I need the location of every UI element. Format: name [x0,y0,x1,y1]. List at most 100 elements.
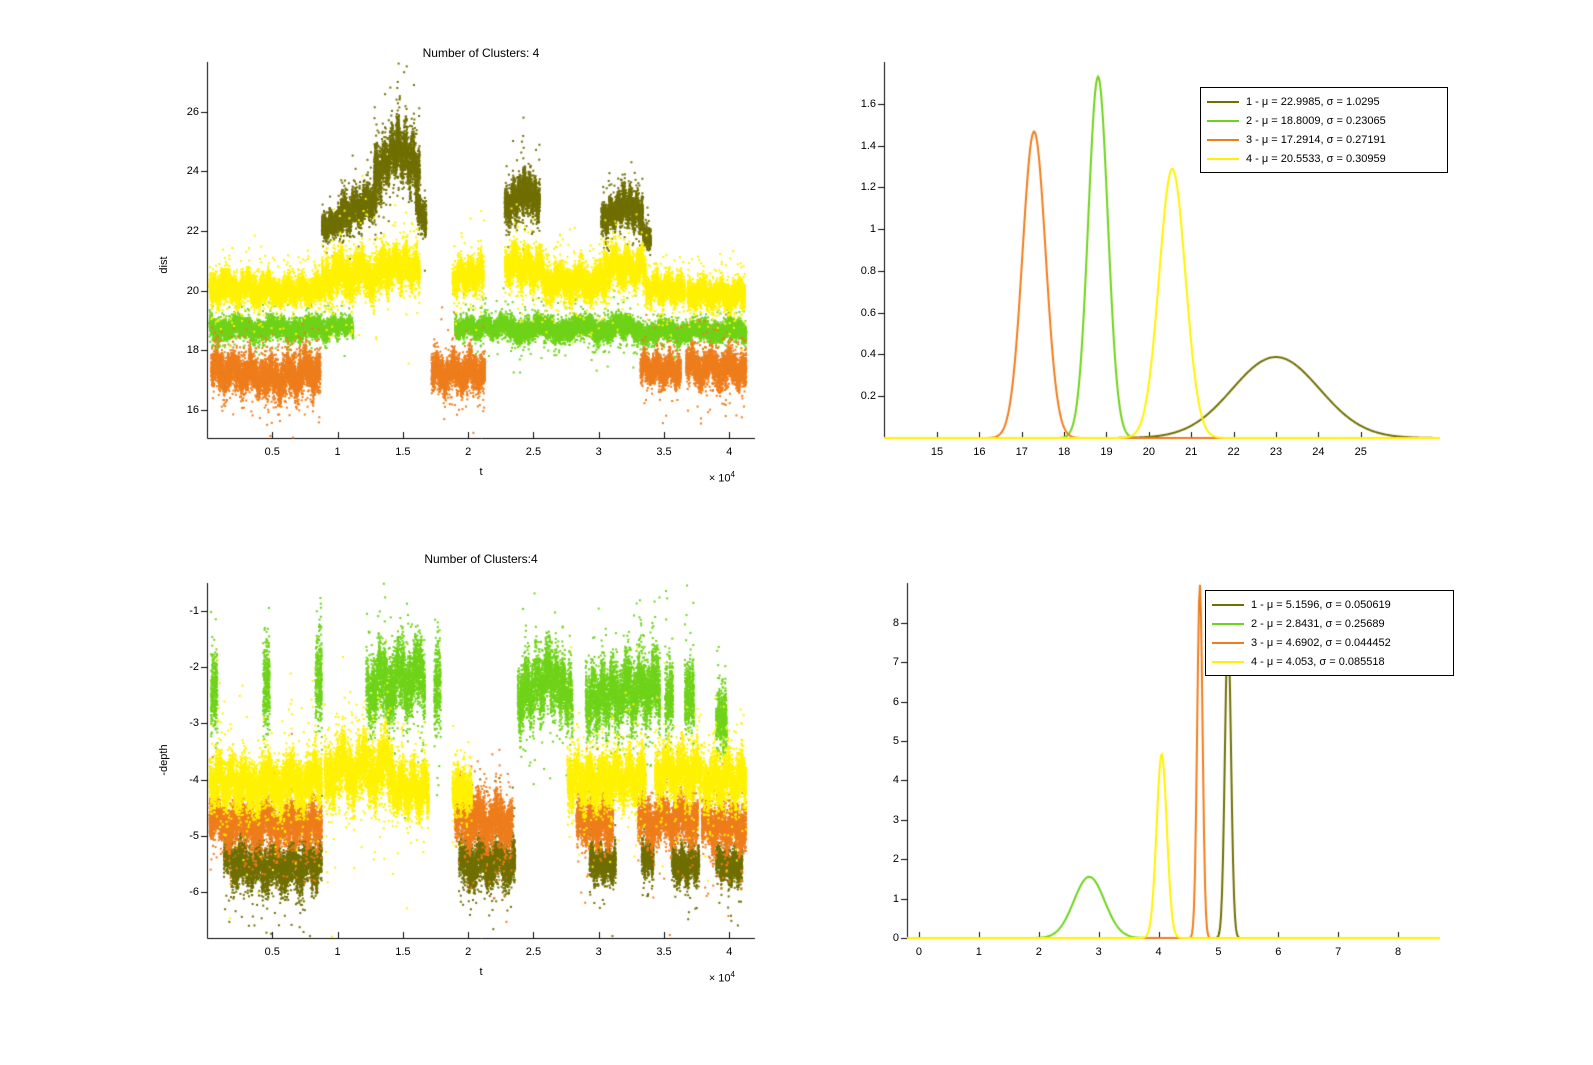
y-tick-label: 16 [186,403,199,416]
x-tick-label: 24 [1312,446,1325,458]
x-tick-label: 3 [1095,946,1102,958]
legend-entry: 1 - μ = 22.9985, σ = 1.0295 [1207,92,1439,111]
legend-box[interactable]: 1 - μ = 22.9985, σ = 1.0295 2 - μ = 18.80… [1200,87,1448,173]
y-tick-label: 7 [892,656,899,669]
y-tick-label: -4 [189,773,199,786]
subplot-bottomleft-title: Number of Clusters:4 [424,552,538,566]
x-tick-label: 15 [930,446,944,458]
y-tick-label: 6 [892,695,899,708]
x-tick-label: 20 [1142,446,1155,458]
legend-entry: 2 - μ = 18.8009, σ = 0.23065 [1207,111,1439,130]
y-tick-label: 4 [892,774,899,787]
legend-line-swatch [1207,138,1239,141]
y-tick-label: -6 [189,885,199,898]
x-tick-label: 1 [975,946,982,958]
x-tick-label: 3.5 [656,946,672,958]
legend-line-swatch [1212,660,1244,663]
y-tick-label: 1.4 [860,139,876,152]
y-tick-label: 1 [892,892,899,905]
x-tick-label: 19 [1100,446,1113,458]
subplot-bottomleft-xlabel: t [479,966,483,978]
x-tick-label: 1.5 [395,446,411,458]
legend-entry-label: 3 - μ = 17.2914, σ = 0.27191 [1246,133,1386,146]
legend-entry: 1 - μ = 5.1596, σ = 0.050619 [1212,595,1445,614]
x-tick-label: 3 [595,946,602,958]
x-tick-label: 1.5 [395,946,411,958]
x-tick-label: 2 [1035,946,1042,958]
legend-entry-label: 4 - μ = 4.053, σ = 0.085518 [1251,655,1385,668]
x-tick-label: 23 [1269,446,1283,458]
y-tick-label: -2 [189,661,199,674]
y-tick-label: 0.6 [860,306,876,319]
y-tick-label: 22 [186,224,199,237]
legend-entry: 4 - μ = 4.053, σ = 0.085518 [1212,652,1445,671]
x-tick-label: 6 [1275,946,1282,958]
legend-entry-label: 1 - μ = 5.1596, σ = 0.050619 [1251,598,1391,611]
legend-box[interactable]: 1 - μ = 5.1596, σ = 0.050619 2 - μ = 2.84… [1205,590,1454,676]
x-tick-label: 2 [465,446,472,458]
y-tick-label: 2 [892,853,899,866]
x-tick-label: 2 [465,946,472,958]
x-tick-label: 16 [973,446,986,458]
legend-entry-label: 2 - μ = 2.8431, σ = 0.25689 [1251,617,1385,630]
y-tick-label: 26 [186,105,199,118]
subplot-topleft-title: Number of Clusters: 4 [422,46,540,60]
subplot-topleft-xlabel: t [479,466,483,478]
x-tick-label: 0.5 [264,946,280,958]
legend-entry: 3 - μ = 4.6902, σ = 0.044452 [1212,633,1445,652]
subplot-topleft-ylabel: dist [158,256,170,274]
legend-line-swatch [1207,119,1239,122]
x-tick-label: 7 [1335,946,1342,958]
legend-line-swatch [1207,157,1239,160]
y-tick-label: 0 [892,932,899,944]
x-tick-label: 4 [1155,946,1162,958]
subplot-bottomleft-exponent: × 104 [708,970,735,985]
legend-entry: 4 - μ = 20.5533, σ = 0.30959 [1207,149,1439,168]
legend-entry-label: 4 - μ = 20.5533, σ = 0.30959 [1246,152,1386,165]
x-tick-label: 0 [915,946,923,958]
legend-entry-label: 2 - μ = 18.8009, σ = 0.23065 [1246,114,1386,127]
legend-line-swatch [1212,603,1244,606]
y-tick-label: -1 [189,605,199,618]
x-tick-label: 25 [1354,446,1367,458]
y-tick-label: 8 [892,616,899,629]
y-tick-label: 0.2 [860,390,876,403]
legend-line-swatch [1212,641,1244,644]
x-tick-label: 21 [1185,446,1198,458]
legend-line-swatch [1207,100,1239,103]
x-tick-label: 1 [334,446,341,458]
y-tick-label: 1.6 [860,97,876,110]
x-tick-label: 3.5 [656,446,672,458]
y-tick-label: 18 [186,344,199,357]
x-tick-label: 17 [1015,446,1028,458]
x-tick-label: 0.5 [264,446,280,458]
y-tick-label: 5 [892,734,899,747]
legend-line-swatch [1212,622,1244,625]
legend-entry-label: 3 - μ = 4.6902, σ = 0.044452 [1251,636,1391,649]
y-tick-label: 24 [186,165,199,178]
y-tick-label: 0.4 [860,348,876,361]
y-tick-label: 1 [869,223,876,236]
x-tick-label: 22 [1227,446,1240,458]
y-tick-label: 3 [892,813,899,826]
legend-entry-label: 1 - μ = 22.9985, σ = 1.0295 [1246,95,1380,108]
x-tick-label: 2.5 [525,946,542,958]
x-tick-label: 5 [1215,946,1222,958]
subplot-bottomleft-ylabel: -depth [158,744,170,776]
legend-entry: 3 - μ = 17.2914, σ = 0.27191 [1207,130,1439,149]
x-tick-label: 1 [334,946,341,958]
y-tick-label: 1.2 [860,181,876,194]
y-tick-label: -5 [189,829,199,842]
x-tick-label: 8 [1395,946,1402,958]
subplot-topleft-exponent: × 104 [708,470,735,485]
legend-entry: 2 - μ = 2.8431, σ = 0.25689 [1212,614,1445,633]
x-tick-label: 4 [726,946,733,958]
y-tick-label: 20 [186,284,199,297]
y-tick-label: -3 [189,717,199,730]
x-tick-label: 18 [1057,446,1071,458]
y-tick-label: 0.8 [860,264,876,277]
x-tick-label: 3 [595,446,602,458]
x-tick-label: 2.5 [525,446,542,458]
